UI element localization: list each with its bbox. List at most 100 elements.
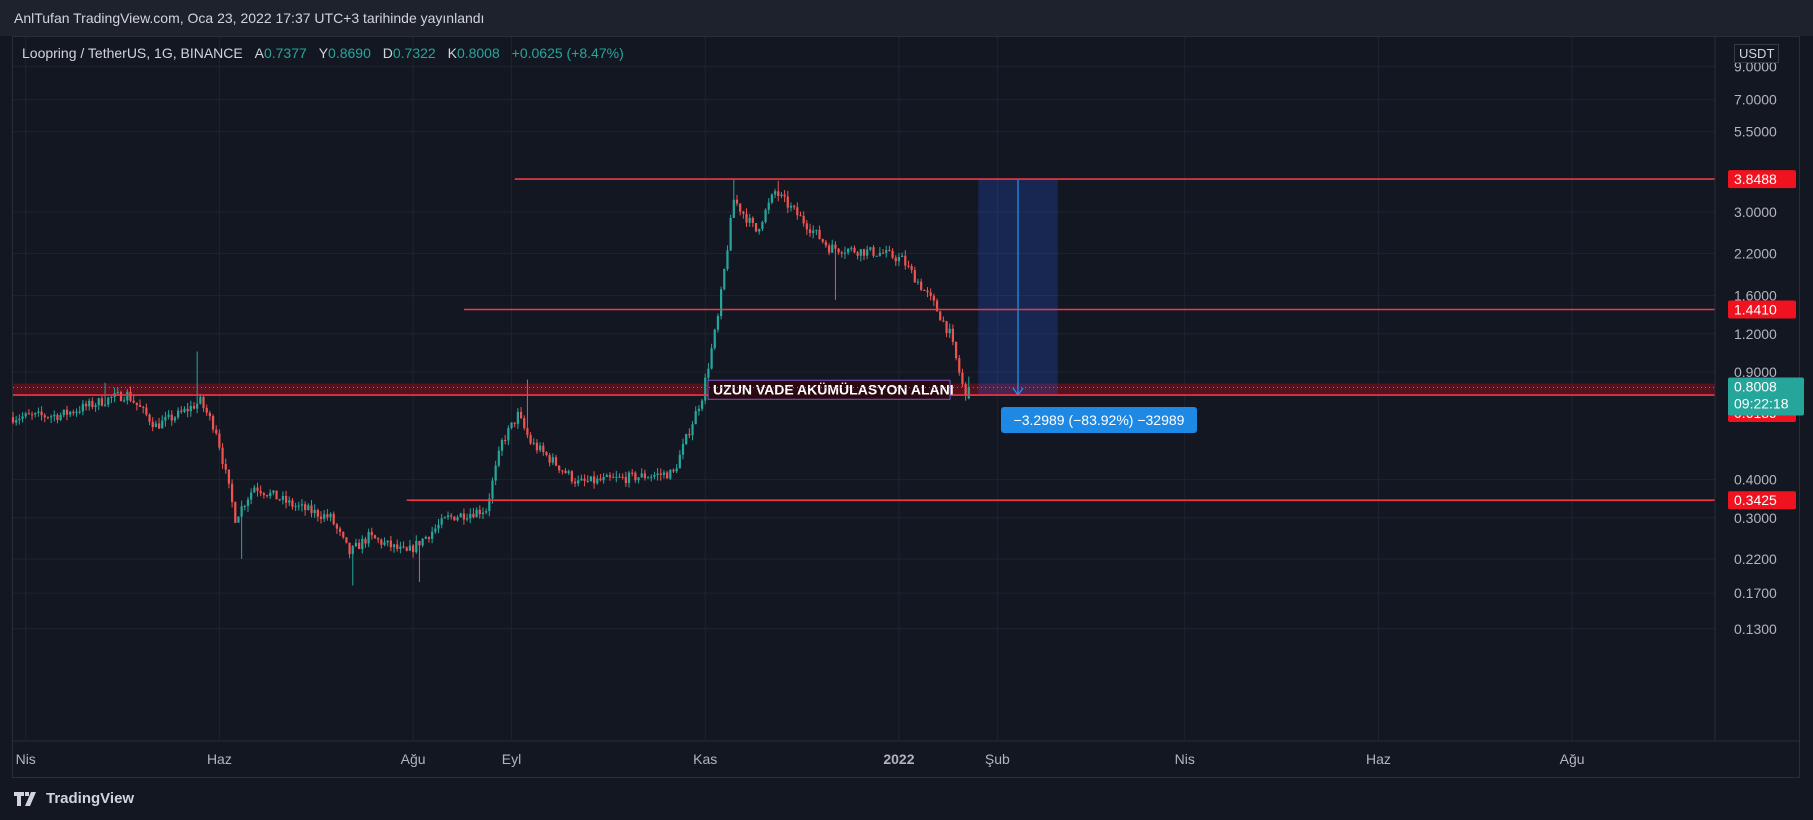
candle-body [189,405,192,412]
candle-body [764,209,767,223]
publish-header: AnlTufan TradingView.com, Oca 23, 2022 1… [0,0,1813,36]
candle-body [411,545,415,553]
candle-body [161,420,164,429]
candle-body [157,423,161,429]
price-level-label: 0.3425 [1734,492,1777,508]
time-axis[interactable]: Nis Haz Ağu Eyl Kas 2022 Şub Nis Haz Ağu [13,740,1799,767]
candle-body [142,406,145,408]
candle-body [94,405,97,408]
candle-body [856,252,859,256]
candle-body [694,411,697,425]
candle-body [91,400,94,408]
candle-body [834,244,837,249]
candle-body [777,191,780,196]
tradingview-logo[interactable]: TradingView [14,790,134,807]
candle-body [199,396,202,404]
candle-body [881,252,885,254]
candle-body [351,546,354,555]
candle-body [383,542,386,545]
candle-body [78,411,81,413]
candle-body [894,257,897,262]
price-axis[interactable]: 9.00007.00005.50003.00002.20001.60001.20… [1714,37,1777,741]
candle-body [259,490,262,494]
candle-body [196,403,199,409]
candle-body [40,411,43,416]
candle-body [202,396,205,408]
candle-body [767,202,770,210]
measure-tool[interactable]: −3.2989 (−83.92%) −32989 [978,179,1197,434]
candle-body [462,513,466,520]
candle-body [167,414,170,417]
price-levels[interactable]: UZUN VADE AKÜMÜLASYON ALANI [13,178,1715,501]
candle-body [437,524,440,529]
candle-body [618,476,621,478]
candle-body [389,540,392,548]
candle-body [643,473,647,479]
candle-body [605,475,608,477]
candle-body [866,249,869,256]
candle-body [735,199,739,204]
candle-body [72,411,75,414]
candle-body [272,490,275,493]
x-tick-label: Ağu [1560,751,1585,767]
candle-body [326,514,329,518]
candle-body [488,498,491,512]
candle-body [548,455,551,463]
candle-body [310,505,313,514]
candle-body [250,492,253,500]
candle-body [262,493,265,496]
last-price-label-bg [1728,377,1804,416]
candle-body [304,504,307,511]
candle-body [539,445,542,451]
candle-body [916,281,920,283]
candle-body [256,487,259,491]
candle-body [758,228,761,232]
candle-body [900,255,904,257]
candle-body [662,472,666,475]
candle-body [205,407,208,413]
candle-body [475,509,478,518]
symbol-legend: Loopring / TetherUS, 1G, BINANCE A0.7377… [22,45,624,61]
price-level-label: 1.4410 [1734,301,1777,317]
candle-body [319,516,323,519]
candlestick-chart[interactable]: −3.2989 (−83.92%) −32989 UZUN VADE AKÜMÜ… [0,0,1813,780]
measure-label: −3.2989 (−83.92%) −32989 [1014,412,1185,428]
symbol-name: Loopring / TetherUS, 1G, BINANCE [22,45,243,61]
candle-body [132,400,135,403]
candle-body [942,320,945,322]
candle-body [348,542,351,555]
x-tick-label: Haz [207,751,232,767]
candle-body [221,447,224,464]
candle-body [34,412,37,415]
candle-body [69,411,72,415]
candle-body [516,411,519,424]
candle-body [316,509,319,517]
candles [11,179,970,586]
low-key: D [382,45,393,61]
candle-body [875,255,878,257]
candle-body [472,513,475,518]
candle-body [345,537,348,543]
candle-body [872,247,875,256]
candle-body [656,473,659,475]
candle-body [164,416,167,421]
candle-body [307,505,310,511]
price-level-label-bg [1728,170,1796,189]
candle-body [926,290,929,293]
last-price-label: 0.8008 [1734,378,1777,394]
candle-body [786,196,789,208]
candle-body [294,506,297,508]
candle-body [281,495,285,500]
candle-body [542,445,545,453]
candle-body [313,509,316,514]
candle-body [446,515,450,518]
currency-label[interactable]: USDT [1734,44,1780,63]
candle-body [107,397,110,405]
x-tick-label: Şub [985,751,1010,767]
candle-body [666,472,669,479]
candle-body [504,439,507,441]
candle-body [367,531,370,544]
candle-body [935,300,939,312]
candle-body [850,247,853,249]
candle-body [424,536,427,539]
